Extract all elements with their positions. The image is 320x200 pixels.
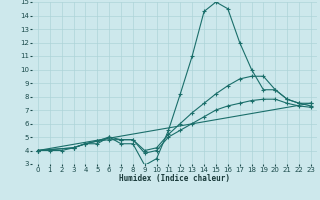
X-axis label: Humidex (Indice chaleur): Humidex (Indice chaleur) bbox=[119, 174, 230, 183]
